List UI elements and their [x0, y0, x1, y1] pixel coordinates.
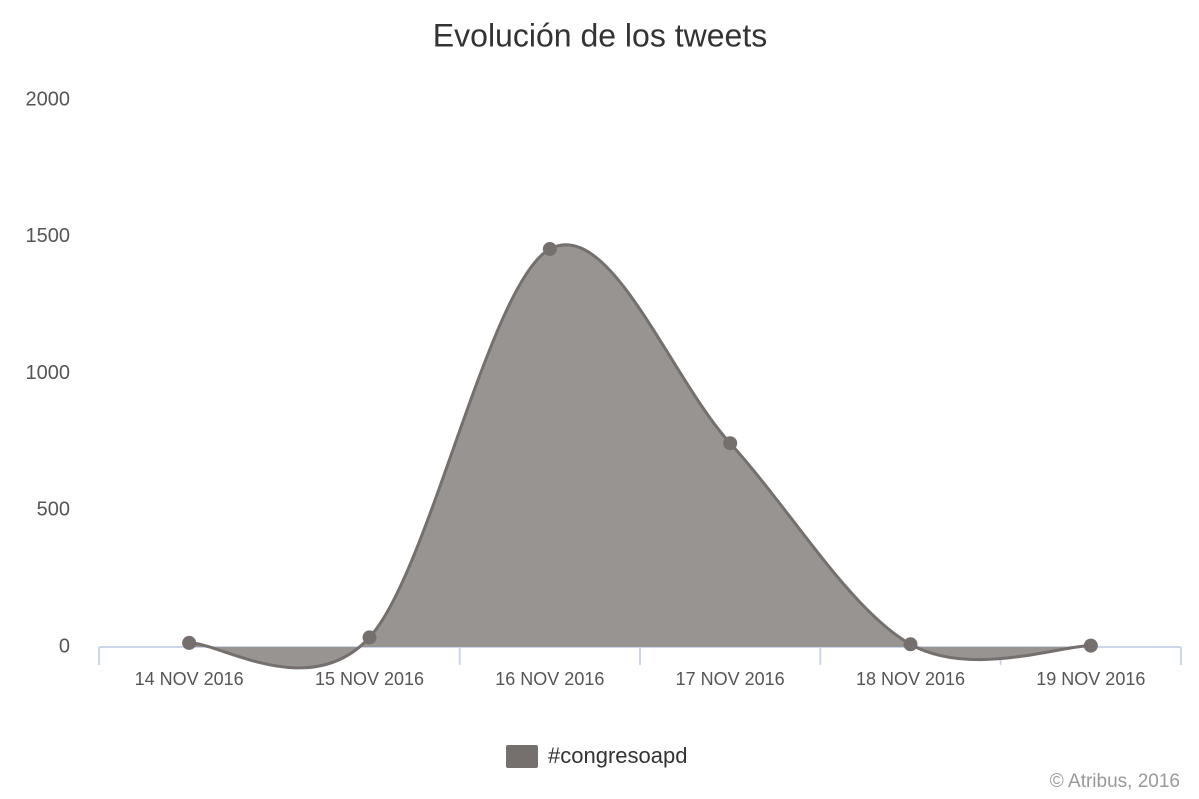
legend-label: #congresoapd [548, 743, 687, 768]
legend-swatch [506, 745, 538, 768]
x-tick-label: 16 NOV 2016 [495, 669, 604, 689]
y-tick-label: 0 [59, 635, 70, 657]
y-tick-label: 1000 [26, 362, 71, 384]
marker [1083, 638, 1098, 653]
x-tick-label: 15 NOV 2016 [315, 669, 424, 689]
marker [903, 637, 918, 652]
y-tick-label: 2000 [26, 88, 71, 110]
credits: © Atribus, 2016 [1050, 771, 1180, 792]
marker [362, 630, 377, 645]
x-tick-label: 17 NOV 2016 [676, 669, 785, 689]
x-tick-label: 18 NOV 2016 [856, 669, 965, 689]
marker [542, 242, 557, 257]
marker [723, 436, 738, 451]
marker [182, 635, 197, 650]
area-fill [189, 244, 1091, 668]
x-tick-label: 19 NOV 2016 [1036, 669, 1145, 689]
y-tick-label: 1500 [26, 225, 71, 247]
y-tick-label: 500 [37, 499, 70, 521]
chart-title: Evolución de los tweets [433, 17, 767, 53]
x-tick-label: 14 NOV 2016 [135, 669, 244, 689]
